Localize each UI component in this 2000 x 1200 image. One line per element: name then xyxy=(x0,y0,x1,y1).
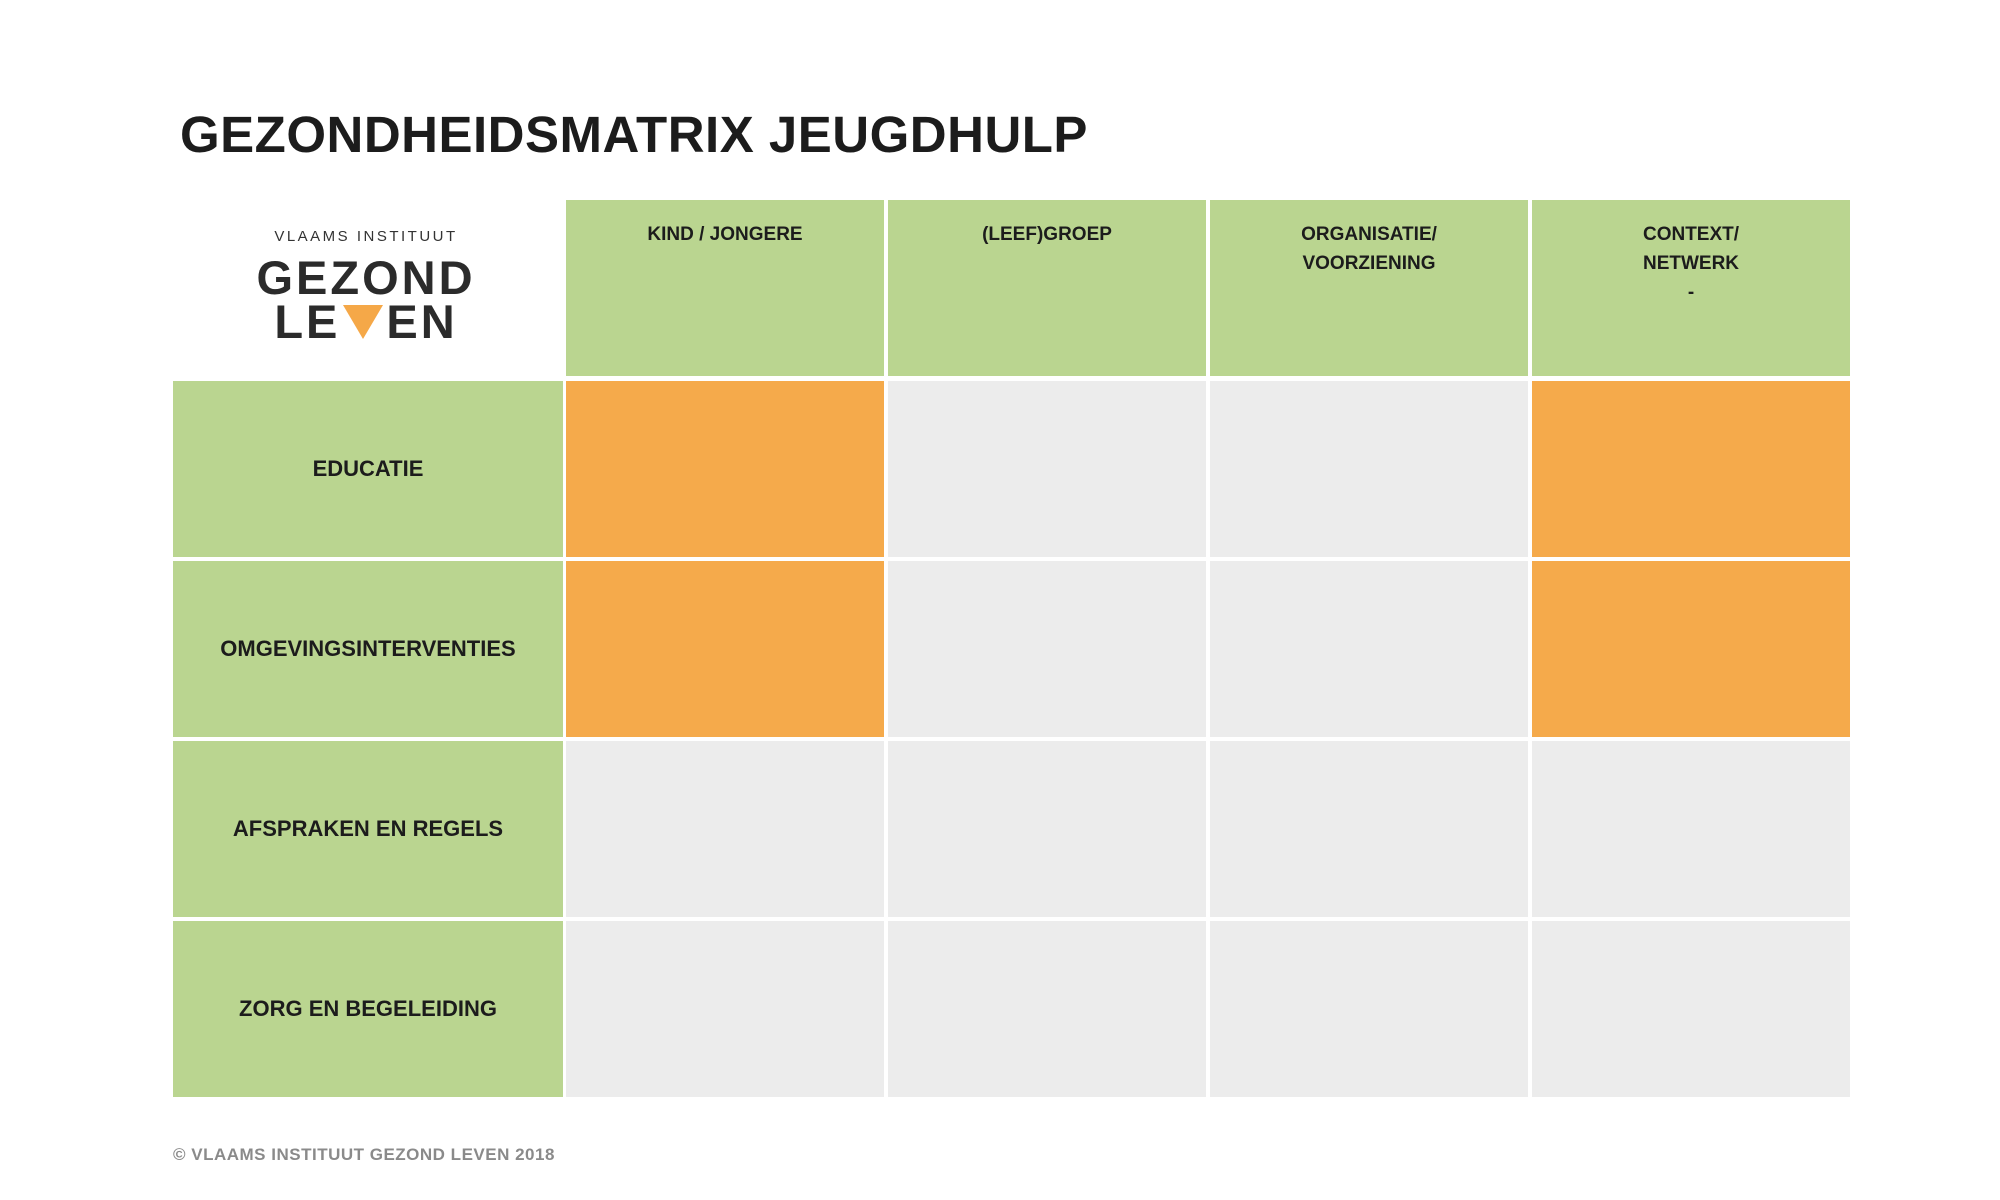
copyright-footer: © VLAAMS INSTITUUT GEZOND LEVEN 2018 xyxy=(173,1145,555,1164)
empty-cell-2-3 xyxy=(1210,561,1528,737)
highlighted-cell-1-1 xyxy=(566,381,884,557)
empty-cell-3-2 xyxy=(888,741,1206,917)
logo-line-1: GEZOND xyxy=(256,251,476,304)
column-header-2: (LEEF)GROEP xyxy=(888,200,1206,376)
column-header-line: - xyxy=(1687,282,1695,303)
empty-cell-4-3 xyxy=(1210,921,1528,1097)
column-header-line: (LEEF)GROEP xyxy=(982,224,1112,245)
empty-cell-4-2 xyxy=(888,921,1206,1097)
row-header-educatie: EDUCATIE xyxy=(173,381,563,557)
column-header-line: ORGANISATIE/ xyxy=(1301,224,1437,245)
logo-top-text: VLAAMS INSTITUUT xyxy=(274,228,458,245)
empty-cell-1-3 xyxy=(1210,381,1528,557)
empty-cell-3-4 xyxy=(1532,741,1850,917)
empty-cell-4-1 xyxy=(566,921,884,1097)
column-header-3: ORGANISATIE/VOORZIENING xyxy=(1210,200,1528,376)
highlighted-cell-2-1 xyxy=(566,561,884,737)
column-header-1: KIND / JONGERE xyxy=(566,200,884,376)
highlighted-cell-2-4 xyxy=(1532,561,1850,737)
empty-cell-2-2 xyxy=(888,561,1206,737)
empty-cell-3-3 xyxy=(1210,741,1528,917)
empty-cell-1-2 xyxy=(888,381,1206,557)
column-header-line: KIND / JONGERE xyxy=(647,224,803,245)
column-header-line: CONTEXT/ xyxy=(1642,224,1740,245)
row-header-zorg-en-begeleiding: ZORG EN BEGELEIDING xyxy=(173,921,563,1097)
logo-line-2: LE EN xyxy=(173,298,559,345)
empty-cell-3-1 xyxy=(566,741,884,917)
row-header-omgevingsinterventies: OMGEVINGSINTERVENTIES xyxy=(173,561,563,737)
empty-cell-4-4 xyxy=(1532,921,1850,1097)
column-header-4: CONTEXT/NETWERK - xyxy=(1532,200,1850,376)
page-title: GEZONDHEIDSMATRIX JEUGDHULP xyxy=(180,106,1088,163)
column-header-line: VOORZIENING xyxy=(1302,253,1436,274)
logo-line-2-left: LE xyxy=(274,295,341,348)
highlighted-cell-1-4 xyxy=(1532,381,1850,557)
triangle-icon xyxy=(343,304,384,339)
gezond-leven-logo: VLAAMS INSTITUUT GEZOND LE EN xyxy=(173,200,559,374)
row-header-afspraken-en-regels: AFSPRAKEN EN REGELS xyxy=(173,741,563,917)
column-header-line: NETWERK xyxy=(1642,253,1740,274)
logo-line-2-right: EN xyxy=(386,295,458,348)
